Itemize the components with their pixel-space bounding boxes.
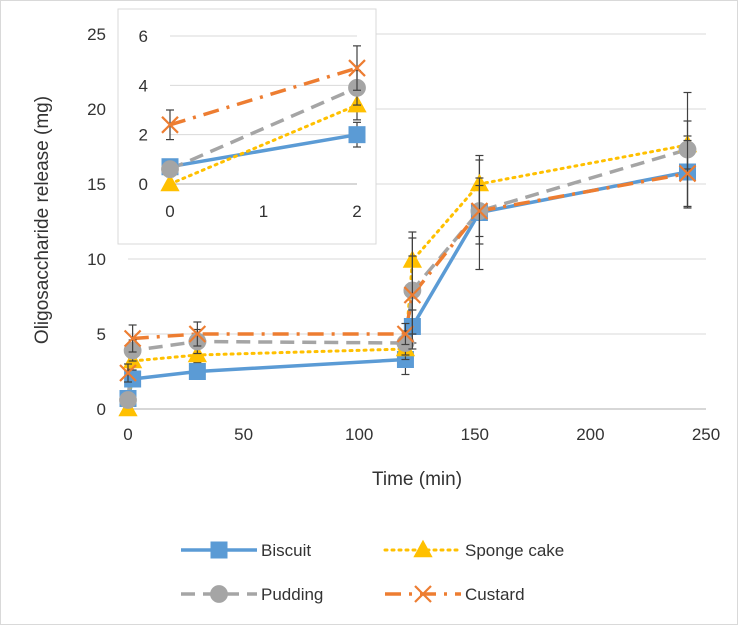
y-tick-label: 2	[139, 126, 148, 145]
x-tick-label: 100	[345, 425, 373, 444]
x-marker-stroke	[123, 329, 142, 348]
main-series-layer	[118, 91, 698, 417]
custard-data-point	[348, 59, 366, 77]
legend-label: Biscuit	[261, 541, 311, 560]
inset-chart: 0 2 4 6 0 1 2	[117, 8, 377, 245]
x-tick-label: 150	[461, 425, 489, 444]
x-tick-label: 200	[576, 425, 604, 444]
legend-swatch-marker	[210, 585, 228, 603]
custard-data-point	[161, 116, 179, 134]
x-marker-stroke	[348, 59, 366, 77]
x-marker-stroke	[678, 164, 697, 183]
y-tick-label: 5	[97, 325, 106, 344]
inset-axes: 0 2 4 6 0 1 2	[139, 27, 362, 221]
legend-item-sponge-cake: Sponge cake	[383, 539, 564, 560]
y-tick-label: 0	[139, 175, 148, 194]
legend-item-pudding: Pudding	[181, 585, 323, 604]
custard-data-point	[119, 364, 137, 382]
x-tick-label: 0	[165, 202, 174, 221]
pudding-data-point	[119, 391, 137, 409]
inset-series-layer	[160, 45, 367, 192]
custard-data-point	[188, 325, 207, 343]
legend-swatch-marker	[413, 539, 433, 558]
y-tick-label: 20	[87, 100, 106, 119]
x-marker-stroke	[403, 286, 422, 304]
biscuit-data-point	[348, 126, 366, 144]
inset-gridlines	[170, 35, 357, 136]
y-tick-label: 0	[97, 400, 106, 419]
x-marker-stroke	[188, 325, 207, 343]
custard-data-point	[678, 164, 697, 183]
legend-item-custard: Custard	[385, 585, 525, 604]
x-marker-stroke	[396, 325, 415, 343]
x-axis-title: Time (min)	[372, 469, 462, 490]
y-axis-title: Oligosaccharide release (mg)	[32, 96, 53, 344]
legend-label: Pudding	[261, 585, 323, 604]
y-tick-label: 25	[87, 25, 106, 44]
custard-data-point	[470, 202, 489, 220]
custard-data-point	[396, 325, 415, 343]
pudding-line	[169, 86, 358, 171]
legend-item-biscuit: Biscuit	[181, 541, 311, 560]
y-tick-label: 10	[87, 250, 106, 269]
biscuit-line	[169, 132, 358, 169]
legend: Biscuit Sponge cake Pudding Custard	[181, 539, 564, 604]
x-tick-label: 0	[123, 425, 132, 444]
pudding-data-point	[161, 160, 179, 179]
x-tick-label: 1	[259, 202, 268, 221]
legend-swatch-marker	[414, 585, 432, 603]
custard-data-point	[403, 286, 422, 304]
legend-label: Sponge cake	[465, 541, 564, 560]
x-tick-label: 2	[352, 202, 361, 221]
y-tick-label: 15	[87, 175, 106, 194]
y-tick-label: 4	[139, 76, 148, 95]
sponge-cake-data-point	[160, 173, 180, 192]
custard-data-point	[123, 329, 142, 348]
y-tick-label: 6	[139, 27, 148, 46]
x-marker-stroke	[161, 116, 179, 134]
x-tick-label: 250	[692, 425, 720, 444]
legend-swatch-marker	[210, 541, 228, 559]
x-marker-stroke	[414, 585, 432, 603]
inset-frame	[117, 8, 377, 245]
x-marker-stroke	[470, 202, 489, 220]
biscuit-data-point	[188, 363, 206, 380]
x-tick-label: 50	[234, 425, 253, 444]
x-marker-stroke	[119, 364, 137, 382]
legend-label: Custard	[465, 585, 525, 604]
sponge-cake-line	[168, 103, 359, 186]
